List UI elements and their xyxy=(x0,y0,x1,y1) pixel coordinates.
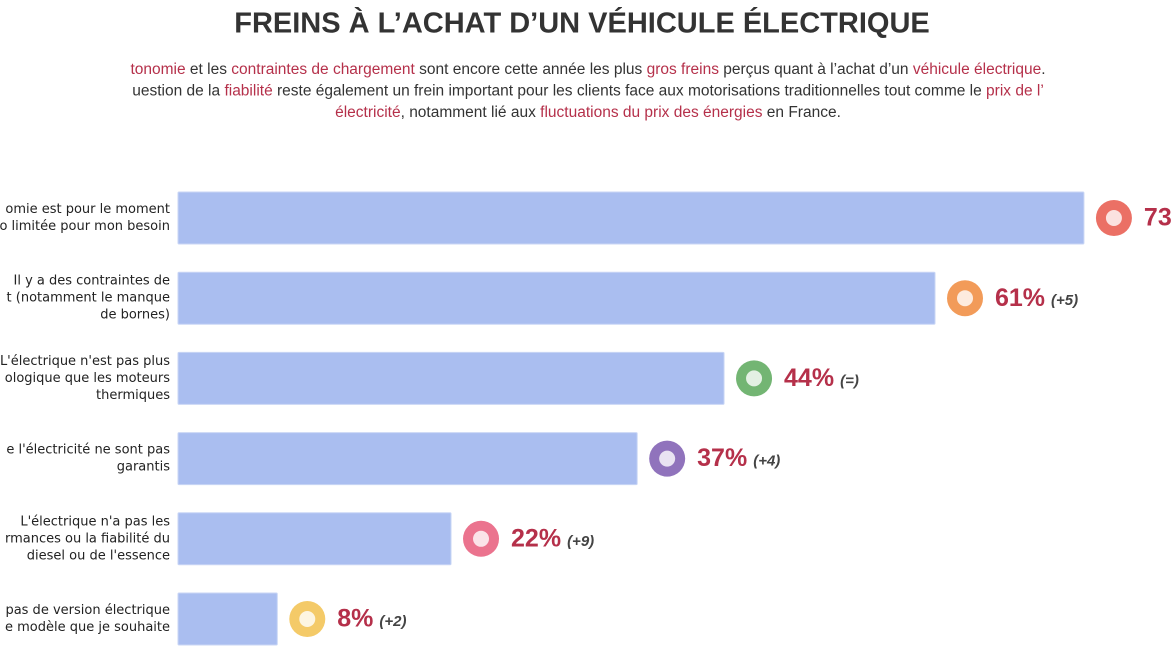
value-label: 73 xyxy=(1144,204,1172,232)
subtitle-segment: . xyxy=(1041,61,1045,78)
category-label: de bornes) xyxy=(100,308,170,323)
subtitle-segment: véhicule électrique xyxy=(913,61,1041,78)
category-label: o limitée pour mon besoin xyxy=(0,219,170,234)
icon xyxy=(473,530,490,547)
value-label: 22% xyxy=(511,524,561,552)
value-label: 37% xyxy=(697,444,747,472)
category-label: thermiques xyxy=(96,388,170,403)
subtitle-segment: électricité xyxy=(335,104,400,121)
subtitle-segment: reste également un frein important pour … xyxy=(273,83,986,100)
bar xyxy=(177,432,638,486)
category-label: garantis xyxy=(117,460,170,475)
category-label: t (notamment le manque xyxy=(7,291,170,306)
subtitle-segment: tonomie xyxy=(130,61,185,78)
change-label: (=) xyxy=(840,372,859,389)
subtitle-segment: uestion de la xyxy=(132,83,224,100)
subtitle-segment: gros freins xyxy=(647,61,720,78)
subtitle-segment: contraintes de chargement xyxy=(231,61,415,78)
change-label: (+2) xyxy=(379,613,406,630)
subtitle-segment: en France. xyxy=(762,104,840,121)
category-label: omie est pour le moment xyxy=(5,202,170,217)
bar xyxy=(177,512,452,566)
chart-title: FREINS À L’ACHAT D’UN VÉHICULE ÉLECTRIQU… xyxy=(234,6,930,40)
icon xyxy=(299,611,316,627)
subtitle-line: uestion de la fiabilité reste également … xyxy=(132,83,1044,100)
subtitle-segment: et les xyxy=(186,61,232,78)
subtitle-segment: , notamment lié aux xyxy=(401,104,541,121)
value-label: 61% xyxy=(995,284,1045,312)
subtitle-segment: fluctuations du prix des énergies xyxy=(540,104,763,121)
category-label: e modèle que je souhaite xyxy=(5,620,170,635)
bar xyxy=(177,191,1085,245)
category-label: L'électrique n'a pas les xyxy=(20,514,170,529)
bar xyxy=(177,592,278,646)
subtitle-segment: sont encore cette année les plus xyxy=(415,61,647,78)
category-label: pas de version électrique xyxy=(5,603,170,618)
change-label: (+4) xyxy=(753,453,780,470)
subtitle-line: électricité, notamment lié aux fluctuati… xyxy=(335,104,841,121)
icon xyxy=(957,290,974,307)
subtitle-segment: perçus quant à l’achat d’un xyxy=(719,61,913,78)
category-label: Il y a des contraintes de xyxy=(13,274,170,289)
icon xyxy=(746,370,763,387)
icon xyxy=(1105,210,1122,226)
change-label: (+9) xyxy=(567,533,594,550)
value-label: 8% xyxy=(337,605,373,633)
category-label: diesel ou de l'essence xyxy=(27,548,170,563)
category-label: ologique que les moteurs xyxy=(5,371,170,386)
category-label: L'électrique n'est pas plus xyxy=(0,354,170,369)
subtitle-line: tonomie et les contraintes de chargement… xyxy=(130,61,1045,78)
category-label: e l'électricité ne sont pas xyxy=(6,443,170,458)
subtitle-segment: fiabilité xyxy=(224,83,272,100)
change-label: (+5) xyxy=(1051,292,1078,309)
value-label: 44% xyxy=(784,364,834,392)
subtitle-segment: prix de l’ xyxy=(986,83,1044,100)
bar xyxy=(177,351,725,405)
category-label: rmances ou la fiabilité du xyxy=(5,531,170,546)
bar xyxy=(177,271,936,325)
icon xyxy=(659,450,676,467)
